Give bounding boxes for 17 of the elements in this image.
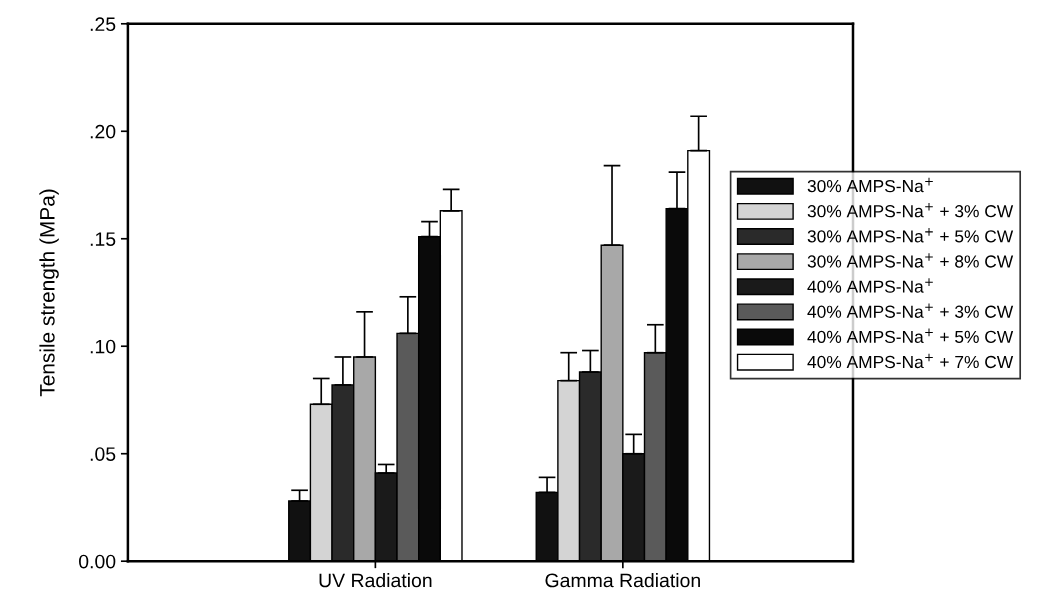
legend-label: 40% AMPS-Na$^{+}$ — [807, 278, 933, 293]
y-tick-label: 0.00 — [79, 554, 116, 569]
legend-label: 40% AMPS-Na$^{+}$ + 3% CW — [807, 303, 1014, 318]
y-tick-label: .05 — [90, 447, 116, 461]
y-tick-label: .10 — [90, 339, 116, 354]
x-tick-label: UV Radiation — [319, 573, 432, 588]
legend-label: 30% AMPS-Na$^{+}$ + 3% CW — [807, 202, 1014, 218]
y-tick-label: .20 — [90, 124, 116, 139]
x-tick-label: Gamma Radiation — [545, 573, 700, 588]
legend-label: 30% AMPS-Na$^{+}$ — [807, 177, 933, 193]
legend-label: 30% AMPS-Na$^{+}$ + 8% CW — [807, 253, 1014, 268]
legend-label: 30% AMPS-Na$^{+}$ + 5% CW — [807, 228, 1014, 243]
legend-label: 40% AMPS-Na$^{+}$ + 7% CW — [807, 353, 1014, 369]
y-tick-label: .15 — [90, 232, 116, 246]
y-tick-label: .25 — [90, 17, 116, 32]
y-axis-title: Tensile strength (MPa) — [39, 189, 59, 397]
legend-label: 40% AMPS-Na$^{+}$ + 5% CW — [807, 328, 1014, 344]
